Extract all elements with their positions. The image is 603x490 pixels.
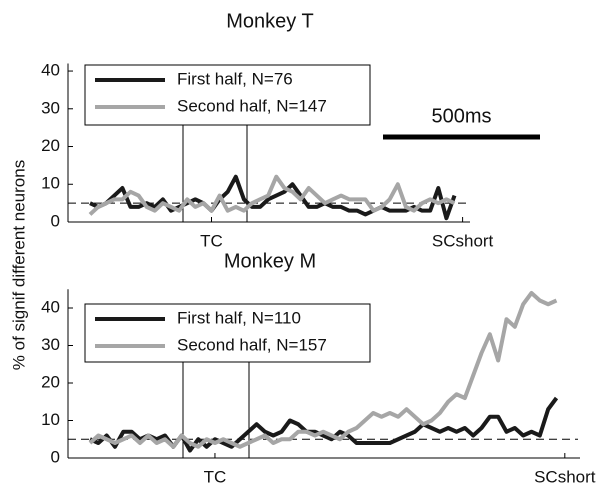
x-tick-label: TC <box>200 231 223 250</box>
legend-label: Second half, N=147 <box>177 96 327 115</box>
y-tick-label: 0 <box>51 447 60 466</box>
y-tick-label: 40 <box>41 61 60 80</box>
y-tick-label: 10 <box>41 410 60 429</box>
legend-box <box>84 64 371 126</box>
y-tick-label: 40 <box>41 297 60 316</box>
x-tick-label: SCshort <box>432 231 494 250</box>
series-line <box>88 291 558 449</box>
legend-label: First half, N=110 <box>177 308 301 327</box>
chart-title: Monkey M <box>224 250 316 272</box>
series-line <box>88 174 456 216</box>
y-tick-label: 30 <box>41 335 60 354</box>
legend-box <box>84 303 371 363</box>
x-tick-label: TC <box>204 467 227 486</box>
y-tick-label: 20 <box>41 136 60 155</box>
y-tick-label: 20 <box>41 372 60 391</box>
y-tick-label: 0 <box>51 211 60 230</box>
legend-label: Second half, N=157 <box>177 335 327 354</box>
x-tick-label: SCshort <box>534 467 596 486</box>
series-line <box>89 174 457 221</box>
legend-label: First half, N=76 <box>177 69 293 88</box>
chart-title: Monkey T <box>226 10 313 32</box>
y-tick-label: 30 <box>41 98 60 117</box>
y-tick-label: 10 <box>41 174 60 193</box>
scale-bar-label: 500ms <box>431 105 491 127</box>
y-axis-label: % of signif different neurons <box>9 160 28 370</box>
